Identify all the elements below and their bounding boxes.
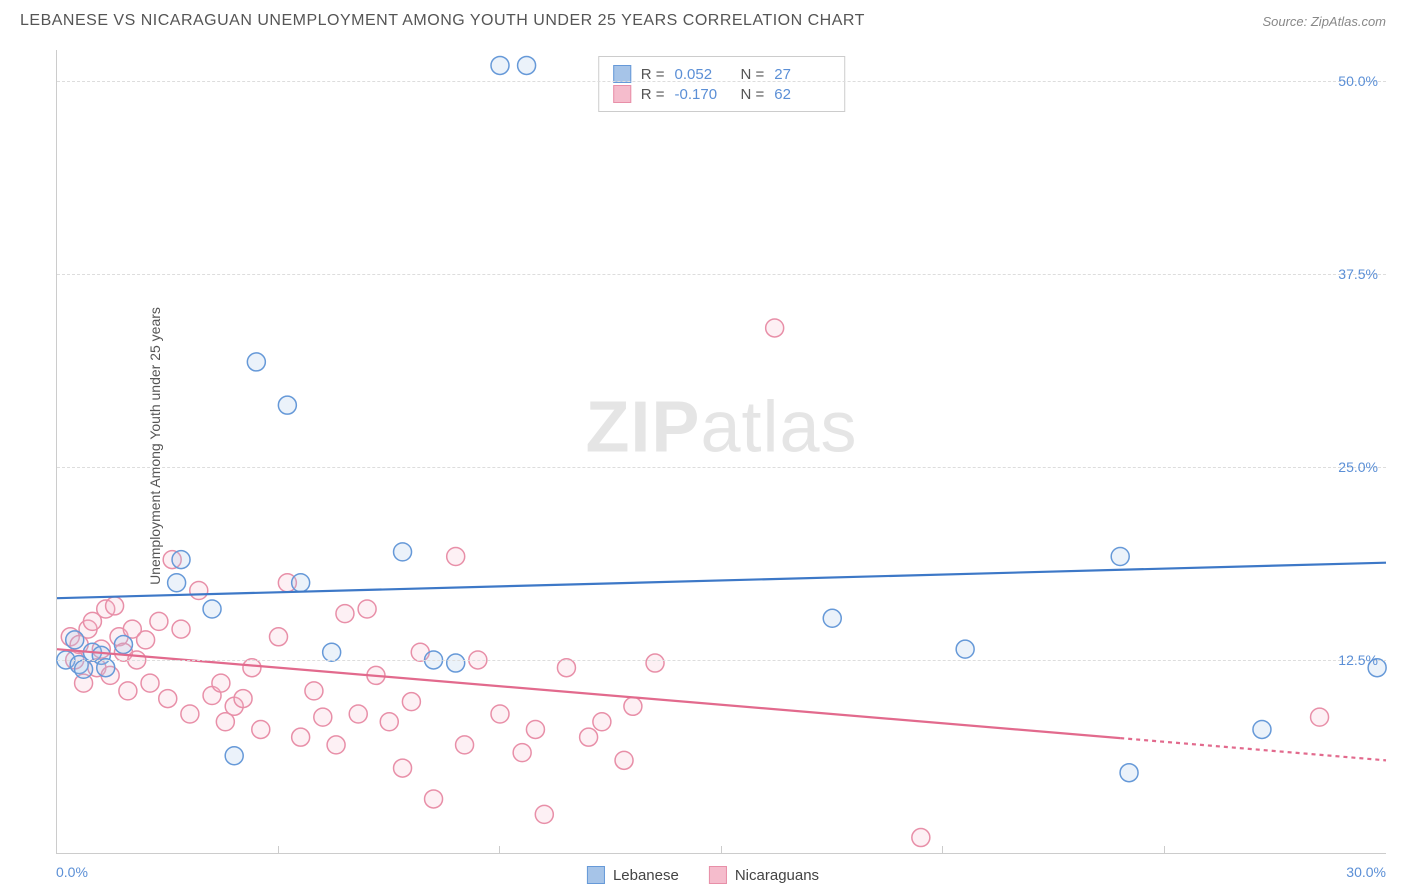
- data-point: [150, 612, 168, 630]
- trend-line: [57, 563, 1386, 599]
- data-point: [912, 829, 930, 847]
- data-point: [292, 728, 310, 746]
- data-point: [252, 720, 270, 738]
- scatter-plot-svg: [57, 50, 1386, 853]
- gridline: [57, 81, 1386, 82]
- data-point: [491, 705, 509, 723]
- data-point: [456, 736, 474, 754]
- chart-plot-area: ZIPatlas R = 0.052 N = 27 R = -0.170 N =…: [56, 50, 1386, 854]
- data-point: [190, 581, 208, 599]
- x-tick-mark: [942, 846, 943, 854]
- data-point: [646, 654, 664, 672]
- stats-legend-box: R = 0.052 N = 27 R = -0.170 N = 62: [598, 56, 846, 112]
- data-point: [172, 551, 190, 569]
- swatch-lebanese-bottom: [587, 866, 605, 884]
- data-point: [380, 713, 398, 731]
- data-point: [305, 682, 323, 700]
- gridline: [57, 274, 1386, 275]
- x-tick-mark: [721, 846, 722, 854]
- data-point: [513, 744, 531, 762]
- y-tick-label: 37.5%: [1338, 266, 1378, 282]
- data-point: [336, 605, 354, 623]
- swatch-nicaraguans-bottom: [709, 866, 727, 884]
- data-point: [1120, 764, 1138, 782]
- data-point: [181, 705, 199, 723]
- data-point: [159, 690, 177, 708]
- data-point: [292, 574, 310, 592]
- data-point: [314, 708, 332, 726]
- data-point: [247, 353, 265, 371]
- data-point: [225, 747, 243, 765]
- data-point: [66, 631, 84, 649]
- data-point: [394, 543, 412, 561]
- data-point: [1253, 720, 1271, 738]
- data-point: [425, 790, 443, 808]
- data-point: [447, 654, 465, 672]
- x-tick-mark: [499, 846, 500, 854]
- data-point: [823, 609, 841, 627]
- legend-item-nicaraguans: Nicaraguans: [709, 866, 819, 884]
- data-point: [234, 690, 252, 708]
- data-point: [172, 620, 190, 638]
- gridline: [57, 660, 1386, 661]
- data-point: [243, 659, 261, 677]
- y-tick-label: 50.0%: [1338, 73, 1378, 89]
- data-point: [137, 631, 155, 649]
- trend-line: [1120, 738, 1386, 760]
- data-point: [327, 736, 345, 754]
- data-point: [97, 659, 115, 677]
- data-point: [615, 751, 633, 769]
- data-point: [526, 720, 544, 738]
- data-point: [349, 705, 367, 723]
- data-point: [1111, 548, 1129, 566]
- x-axis-label-right: 30.0%: [1346, 864, 1386, 880]
- source-label: Source: ZipAtlas.com: [1262, 14, 1386, 29]
- legend-label-nicaraguans: Nicaraguans: [735, 867, 819, 884]
- data-point: [75, 660, 93, 678]
- data-point: [624, 697, 642, 715]
- data-point: [491, 56, 509, 74]
- data-point: [580, 728, 598, 746]
- swatch-nicaraguans: [613, 85, 631, 103]
- data-point: [278, 396, 296, 414]
- data-point: [106, 597, 124, 615]
- legend-item-lebanese: Lebanese: [587, 866, 679, 884]
- chart-title: LEBANESE VS NICARAGUAN UNEMPLOYMENT AMON…: [20, 12, 865, 30]
- data-point: [270, 628, 288, 646]
- data-point: [557, 659, 575, 677]
- data-point: [141, 674, 159, 692]
- y-tick-label: 12.5%: [1338, 652, 1378, 668]
- data-point: [168, 574, 186, 592]
- data-point: [518, 56, 536, 74]
- data-point: [593, 713, 611, 731]
- data-point: [203, 600, 221, 618]
- y-tick-label: 25.0%: [1338, 459, 1378, 475]
- bottom-legend: Lebanese Nicaraguans: [587, 866, 819, 884]
- x-tick-mark: [1164, 846, 1165, 854]
- data-point: [1311, 708, 1329, 726]
- data-point: [447, 548, 465, 566]
- data-point: [212, 674, 230, 692]
- data-point: [114, 636, 132, 654]
- data-point: [956, 640, 974, 658]
- legend-label-lebanese: Lebanese: [613, 867, 679, 884]
- x-axis-label-left: 0.0%: [56, 864, 88, 880]
- stats-row-nicaraguans: R = -0.170 N = 62: [613, 85, 831, 103]
- data-point: [535, 805, 553, 823]
- n-value-nicaraguans: 62: [774, 86, 830, 103]
- data-point: [119, 682, 137, 700]
- data-point: [766, 319, 784, 337]
- data-point: [358, 600, 376, 618]
- data-point: [394, 759, 412, 777]
- gridline: [57, 467, 1386, 468]
- data-point: [402, 693, 420, 711]
- r-value-nicaraguans: -0.170: [675, 86, 731, 103]
- data-point: [323, 643, 341, 661]
- x-tick-mark: [278, 846, 279, 854]
